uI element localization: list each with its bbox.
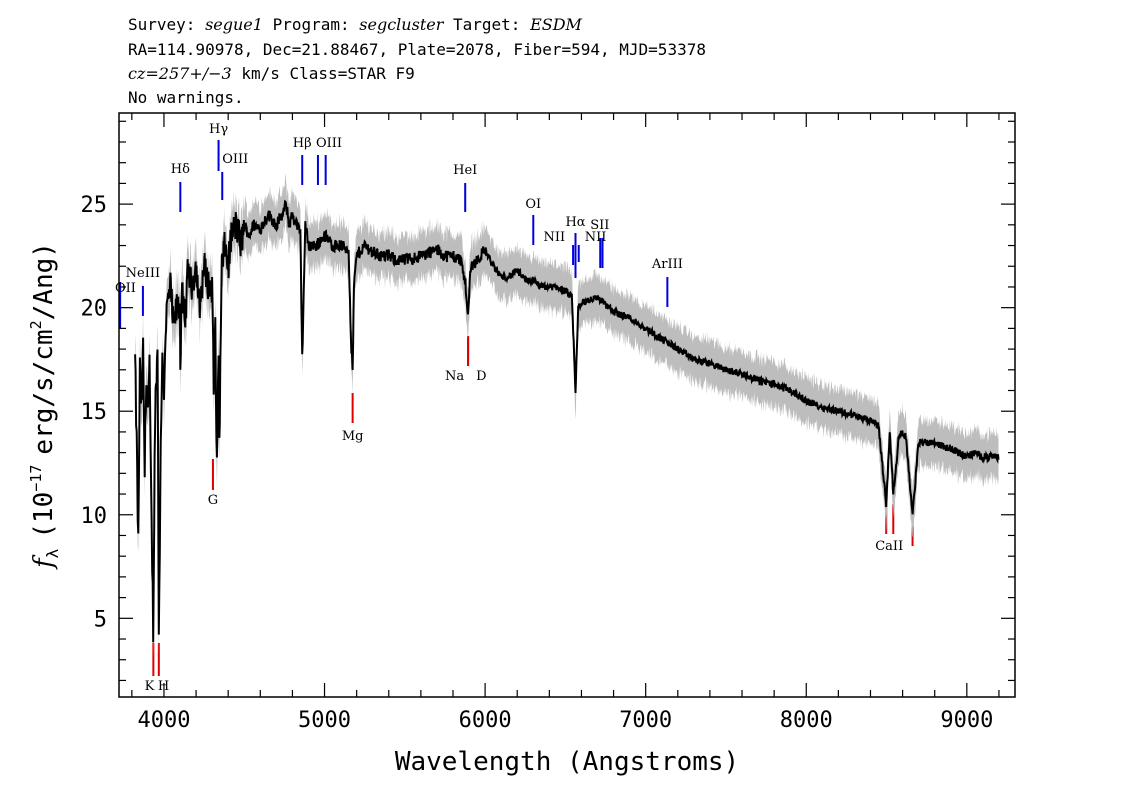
x-tick-label: 4000 — [137, 708, 190, 733]
line-label: D — [476, 369, 486, 384]
plot-frame — [118, 112, 1016, 698]
line-label: Hβ — [293, 136, 312, 151]
x-tick-label: 9000 — [940, 708, 993, 733]
program-value: segcluster — [359, 15, 444, 34]
target-label: Target: — [453, 15, 520, 34]
line-label: NII — [543, 230, 565, 245]
line-label: HeI — [453, 163, 477, 178]
target-value: ESDM — [529, 15, 582, 34]
redshift-rest: km/s Class=STAR F9 — [241, 64, 414, 83]
line-label: OIII — [222, 152, 248, 167]
spectrum-series — [134, 199, 1000, 643]
header-line-3: cz=257+/−3 km/s Class=STAR F9 — [128, 64, 415, 83]
y-axis-label: fλ(10−17erg/s/cm2/Ang) — [27, 242, 62, 570]
line-label: SII — [590, 218, 609, 233]
survey-label: Survey: — [128, 15, 195, 34]
line-label: OIII — [316, 136, 342, 151]
line-label: K — [145, 679, 155, 694]
line-label: OII — [115, 281, 136, 296]
spectrum-line — [134, 199, 1000, 643]
y-tick-label: 15 — [81, 400, 108, 425]
redshift-value: cz=257+/−3 — [128, 64, 232, 83]
error-band-fill — [135, 173, 999, 660]
line-label: Hδ — [171, 162, 190, 177]
y-tick-label: 25 — [81, 193, 108, 218]
line-label: Na — [445, 369, 464, 384]
line-label: Hγ — [209, 122, 228, 137]
survey-value: segue1 — [205, 15, 263, 34]
line-label: H — [158, 679, 169, 694]
x-tick-label: 8000 — [780, 708, 833, 733]
header-line-2: RA=114.90978, Dec=21.88467, Plate=2078, … — [128, 40, 706, 59]
line-label: NII — [585, 230, 607, 245]
y-tick-label: 10 — [81, 504, 108, 529]
error-band — [135, 173, 999, 660]
header-line-1: Survey: segue1 Program: segcluster Targe… — [128, 15, 583, 34]
axis-ticks: 4000 5000 6000 7000 8000 9000 5 10 15 20 25 — [81, 113, 1015, 733]
y-tick-label: 5 — [94, 607, 107, 632]
line-label: NeIII — [126, 266, 160, 281]
line-label: ArIII — [651, 257, 683, 272]
header-line-4: No warnings. — [128, 88, 244, 107]
x-axis-label: Wavelength (Angstroms) — [395, 747, 739, 777]
line-label: Hα — [565, 215, 585, 230]
program-label: Program: — [273, 15, 350, 34]
x-tick-label: 7000 — [619, 708, 672, 733]
line-label: CaII — [875, 539, 903, 554]
line-label: Mg — [342, 429, 364, 444]
x-tick-label: 5000 — [298, 708, 351, 733]
line-label: G — [208, 493, 218, 508]
x-tick-label: 6000 — [459, 708, 512, 733]
line-label: OI — [525, 197, 541, 212]
y-tick-label: 20 — [81, 297, 108, 322]
